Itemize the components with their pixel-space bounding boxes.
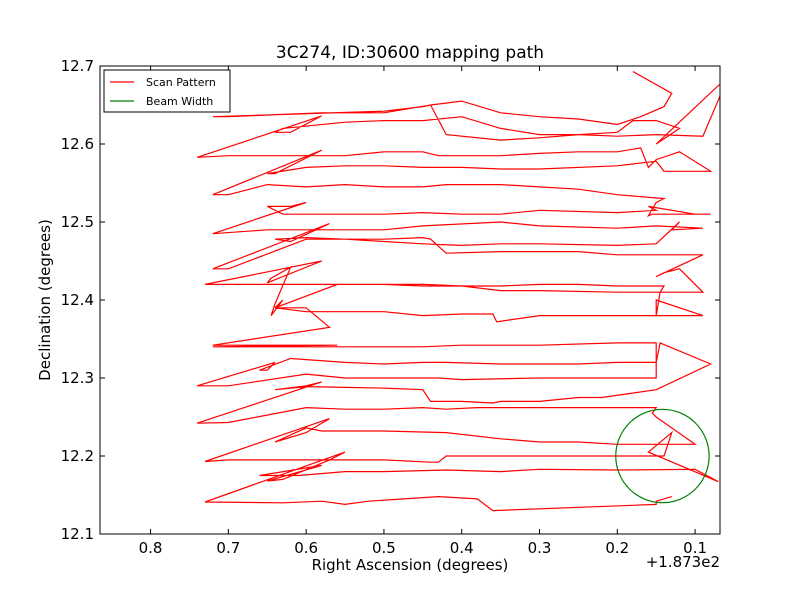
y-tick-label: 12.1 bbox=[61, 525, 94, 543]
x-tick-label: 0.8 bbox=[139, 539, 163, 557]
y-tick-label: 12.3 bbox=[61, 369, 94, 387]
x-tick-label: 0.3 bbox=[528, 539, 552, 557]
x-tick-label: 0.2 bbox=[605, 539, 629, 557]
y-tick-label: 12.5 bbox=[61, 213, 94, 231]
chart-title: 3C274, ID:30600 mapping path bbox=[276, 43, 544, 63]
x-tick-label: 0.5 bbox=[372, 539, 396, 557]
legend-label-scan-pattern: Scan Pattern bbox=[146, 76, 216, 89]
plot-series bbox=[197, 70, 720, 512]
series-circle-beam-width bbox=[615, 408, 710, 504]
x-axis-offset-label: +1.873e2 bbox=[646, 553, 720, 571]
x-tick-label: 0.7 bbox=[216, 539, 240, 557]
x-tick-label: 0.6 bbox=[294, 539, 318, 557]
legend-label-beam-width: Beam Width bbox=[146, 95, 213, 108]
axis-ticks: 0.8 0.7 0.6 0.5 0.4 0.3 0.2 0.1 12.1 12.2 12.3 12.4… bbox=[61, 57, 720, 557]
legend: Scan Pattern Beam Width bbox=[103, 69, 231, 113]
y-tick-label: 12.2 bbox=[61, 447, 94, 465]
y-tick-label: 12.4 bbox=[61, 291, 94, 309]
x-tick-label: 0.4 bbox=[450, 539, 474, 557]
x-axis-label: Right Ascension (degrees) bbox=[312, 556, 509, 574]
y-tick-label: 12.6 bbox=[61, 135, 94, 153]
y-tick-label: 12.7 bbox=[61, 57, 94, 75]
x-tick-label: 0.1 bbox=[683, 539, 707, 557]
y-axis-label: Declination (degrees) bbox=[36, 219, 54, 381]
legend-box bbox=[103, 69, 231, 113]
